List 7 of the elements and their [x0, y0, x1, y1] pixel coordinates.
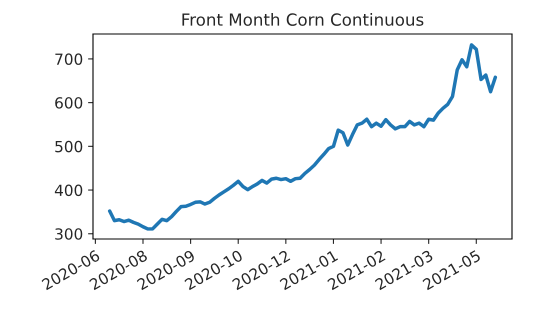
- chart-title: Front Month Corn Continuous: [182, 13, 424, 26]
- y-tick-label: 500: [55, 140, 82, 152]
- y-tick-label: 300: [55, 228, 82, 240]
- y-tick-label: 600: [55, 97, 82, 109]
- line-series: [108, 43, 498, 231]
- y-tick-label: 400: [54, 184, 82, 196]
- y-tick-label: 700: [55, 53, 82, 65]
